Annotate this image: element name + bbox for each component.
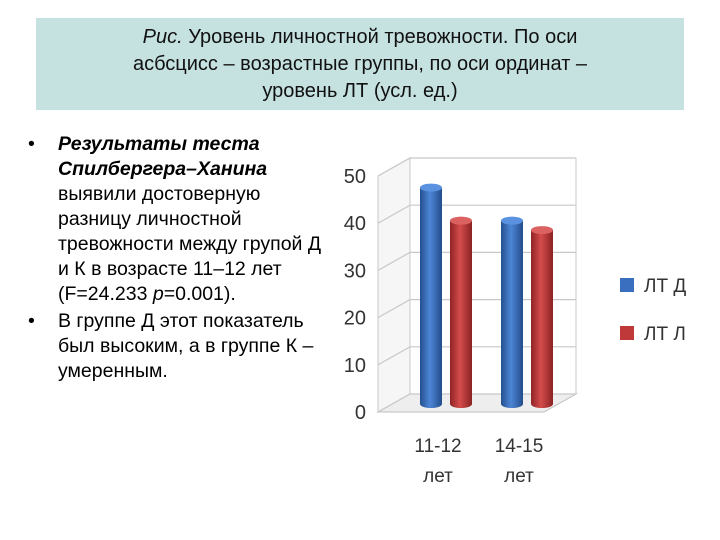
gridline	[377, 204, 576, 224]
legend-swatch	[620, 278, 634, 292]
x-axis-categories: 11-12 лет 14-15 лет	[414, 436, 543, 487]
x-category-label: лет	[504, 466, 534, 487]
caption-line-2: асбсцисс – возрастные группы, по оси орд…	[132, 53, 588, 75]
caption-line-3: уровень ЛТ (усл. ед.)	[262, 80, 458, 102]
bar	[531, 226, 553, 408]
y-axis-ticks: 0 10 20 30 40 50	[344, 166, 366, 424]
caption-prefix: Рис.	[142, 26, 183, 48]
chart-legend: ЛТ Д ЛТ Л	[620, 276, 686, 345]
bar-body	[531, 230, 553, 404]
bar-body	[501, 220, 523, 404]
gridline	[377, 157, 576, 177]
bullet-item-1: • Результаты теста Спилбергера–Ханина вы…	[28, 133, 322, 305]
bar-top	[450, 216, 472, 225]
bullet-list: • Результаты теста Спилбергера–Ханина вы…	[22, 132, 327, 386]
caption-line-1: Рис. Уровень личностной тревожности. По …	[142, 26, 578, 48]
bar-base	[420, 400, 442, 408]
bar-base	[450, 400, 472, 408]
bullet-marker: •	[28, 310, 35, 332]
y-tick-label: 20	[344, 308, 366, 330]
bullet-item-2: • В группе Д этот показатель был высоким…	[28, 310, 314, 382]
y-tick-label: 10	[344, 355, 366, 377]
bar-body	[450, 220, 472, 404]
bar-top	[501, 216, 523, 225]
legend-label: ЛТ Л	[644, 324, 686, 345]
bullet-marker: •	[28, 133, 35, 155]
bar-top	[531, 226, 553, 235]
bar-chart: 0 10 20 30 40 50 11-12 лет 14-15 лет ЛТ Д ЛТ Л	[344, 157, 686, 487]
legend-swatch	[620, 326, 634, 340]
x-category-label: лет	[423, 466, 453, 487]
bar-base	[531, 400, 553, 408]
bar-body	[420, 187, 442, 404]
bar	[501, 216, 523, 408]
y-tick-label: 30	[344, 260, 366, 282]
legend-label: ЛТ Д	[644, 276, 686, 297]
chart-bars	[420, 183, 553, 408]
chart-side-wall	[377, 157, 411, 413]
y-tick-label: 50	[344, 166, 366, 188]
bar-top	[420, 183, 442, 192]
x-category-label: 11-12	[414, 436, 461, 457]
bar	[420, 183, 442, 408]
figure-caption: Рис. Уровень личностной тревожности. По …	[36, 18, 684, 110]
y-tick-label: 0	[355, 402, 366, 424]
x-category-label: 14-15	[495, 436, 544, 457]
bullet-bold-phrase: Результаты теста Спилбергера–Ханина	[58, 133, 268, 180]
bar	[450, 216, 472, 408]
y-tick-label: 40	[344, 213, 366, 235]
bar-base	[501, 400, 523, 408]
